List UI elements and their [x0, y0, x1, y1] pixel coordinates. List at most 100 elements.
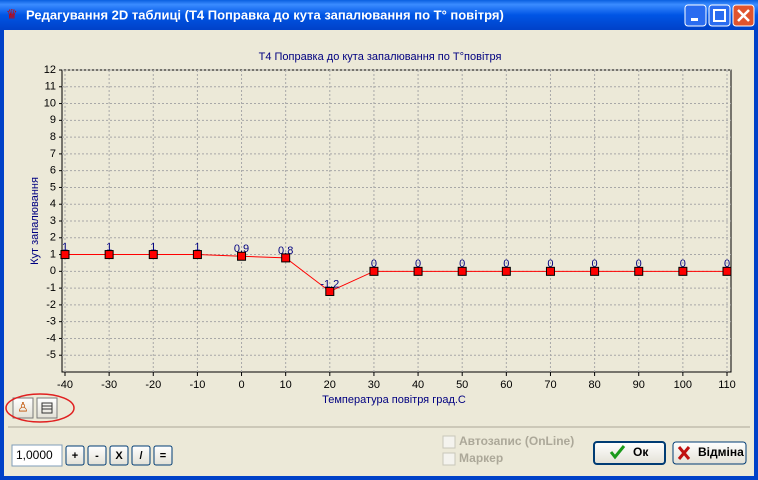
data-point[interactable] [369, 266, 379, 276]
x-tick-label: -20 [145, 379, 161, 391]
checkbox-label: Автозапис (OnLine) [459, 434, 574, 448]
data-point[interactable] [325, 286, 335, 296]
y-axis-label: Кут запалювання [29, 177, 41, 265]
x-tick-label: 40 [412, 379, 424, 391]
data-point[interactable] [237, 251, 247, 261]
window-title: Редагування 2D таблиці (Т4 Поправка до к… [26, 7, 504, 22]
data-point[interactable] [545, 266, 555, 276]
ok-button[interactable] [593, 441, 666, 465]
data-point[interactable] [60, 250, 70, 260]
table-view-button[interactable] [36, 397, 58, 419]
op-button[interactable] [65, 445, 85, 466]
chart-title: Т4 Поправка до кута запалювання по Т°пов… [259, 51, 502, 63]
x-tick-label: 110 [718, 379, 736, 391]
value-label: 0 [680, 258, 686, 270]
op-button[interactable] [153, 445, 173, 466]
op-button-label: / [139, 450, 142, 462]
y-tick-label: 9 [50, 114, 56, 126]
data-point[interactable] [590, 266, 600, 276]
data-point[interactable] [457, 266, 467, 276]
x-tick-label: 30 [368, 379, 380, 391]
x-tick-label: 60 [500, 379, 512, 391]
cancel-button[interactable] [672, 441, 747, 465]
x-tick-label: 80 [588, 379, 600, 391]
x-tick-label: 10 [280, 379, 292, 391]
chart-tool-icon: ♙ [17, 399, 29, 414]
x-tick-label: 0 [238, 379, 244, 391]
op-button[interactable] [87, 445, 107, 466]
chart-tool-button[interactable] [12, 397, 34, 419]
value-label: 0 [503, 258, 509, 270]
op-button[interactable] [131, 445, 151, 466]
data-line [65, 254, 727, 293]
op-button-label: + [72, 450, 78, 462]
x-tick-label: -10 [189, 379, 205, 391]
op-button-label: X [115, 450, 123, 462]
value-label: 0 [547, 258, 553, 270]
x-tick-label: 50 [456, 379, 468, 391]
x-tick-label: 90 [633, 379, 645, 391]
data-point[interactable] [281, 253, 291, 263]
x-tick-label: 100 [674, 379, 692, 391]
checkbox[interactable] [442, 452, 456, 466]
y-tick-label: 12 [44, 64, 56, 76]
op-button-label: - [95, 450, 99, 462]
value-label: 0 [371, 258, 377, 270]
op-button-label: = [160, 450, 166, 462]
value-label: 1 [194, 241, 200, 253]
value-label: 0 [636, 258, 642, 270]
y-tick-label: 5 [50, 181, 56, 193]
app-icon: ♛ [6, 6, 18, 21]
factor-input-text: 1,0000 [16, 448, 53, 462]
cancel-icon [677, 446, 691, 460]
value-label: 1 [106, 241, 112, 253]
ok-label: Ок [633, 445, 649, 459]
minimize-button[interactable] [684, 4, 707, 27]
y-tick-label: 4 [50, 198, 56, 210]
y-tick-label: 1 [50, 248, 56, 260]
factor-input[interactable] [11, 444, 63, 467]
highlight-ellipse [5, 393, 75, 423]
y-tick-label: 10 [44, 97, 56, 109]
x-tick-label: 70 [544, 379, 556, 391]
value-label: 0 [592, 258, 598, 270]
data-point[interactable] [634, 266, 644, 276]
data-point[interactable] [104, 250, 114, 260]
y-tick-label: 11 [45, 81, 56, 93]
y-tick-label: -5 [46, 349, 56, 361]
y-tick-label: -2 [46, 299, 56, 311]
y-tick-label: 3 [50, 215, 56, 227]
table-view-icon [41, 402, 53, 414]
y-tick-label: -4 [46, 332, 56, 344]
value-label: -1.2 [320, 278, 339, 290]
value-label: 1 [150, 241, 156, 253]
title-bar [0, 0, 758, 30]
data-point[interactable] [501, 266, 511, 276]
checkbox[interactable] [442, 435, 456, 449]
x-tick-label: -30 [101, 379, 117, 391]
x-tick-label: 20 [324, 379, 336, 391]
op-button[interactable] [109, 445, 129, 466]
x-tick-label: -40 [57, 379, 73, 391]
y-tick-label: -1 [46, 282, 56, 294]
data-point[interactable] [413, 266, 423, 276]
y-tick-label: 7 [50, 148, 56, 160]
minimize-glyph [691, 18, 698, 21]
y-tick-label: -3 [46, 316, 56, 328]
value-label: 0 [415, 258, 421, 270]
data-point[interactable] [148, 250, 158, 260]
value-label: 0 [459, 258, 465, 270]
data-point[interactable] [722, 266, 732, 276]
value-label: 1 [62, 241, 68, 253]
data-point[interactable] [192, 250, 202, 260]
cancel-label: Відміна [698, 445, 744, 459]
close-glyph [737, 9, 750, 22]
y-tick-label: 8 [50, 131, 56, 143]
y-tick-label: 0 [50, 265, 56, 277]
maximize-button[interactable] [708, 4, 731, 27]
maximize-glyph [713, 9, 726, 22]
y-tick-label: 2 [50, 232, 56, 244]
data-point[interactable] [678, 266, 688, 276]
